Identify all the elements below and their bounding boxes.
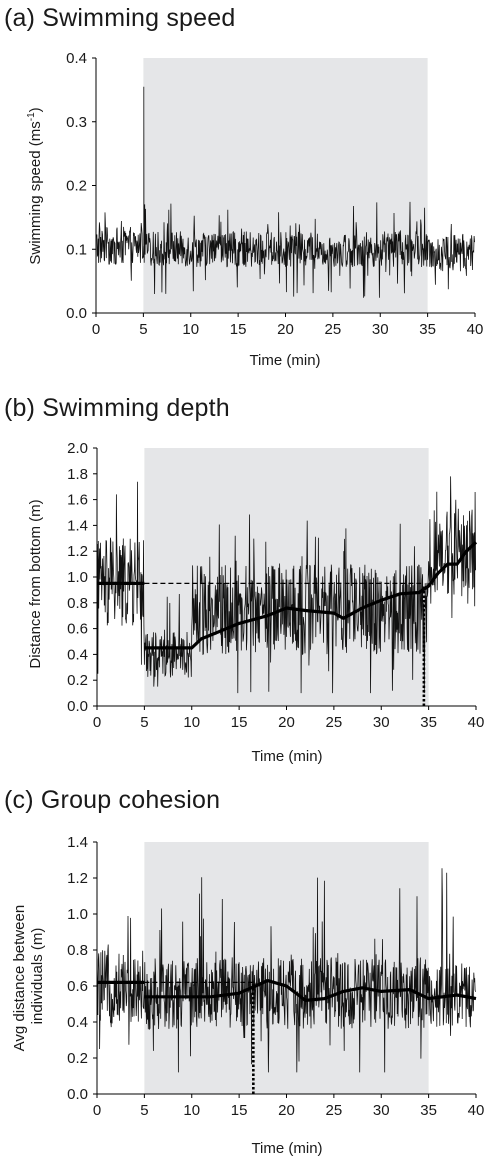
panel-title-b: (b) Swimming depth (4, 394, 230, 422)
x-tick-label-a: 5 (139, 321, 147, 338)
x-tick-label-b: 15 (231, 714, 248, 731)
x-tick-label-b: 30 (373, 714, 390, 731)
y-axis-title-a: Swimming speed (ms-1) (26, 107, 44, 264)
plot-area-b: 0 5 10 15 20 25 30 35 40 0.0 0.2 0.4 0.6 0.8 1.0 1.2 1.4… (67, 440, 484, 731)
series-noisy-a (95, 86, 475, 298)
x-axis-title-b: Time (min) (251, 748, 322, 765)
x-tick-label-a: 30 (372, 321, 389, 338)
plot-area-c: 0 5 10 15 20 25 30 35 40 0.0 0.2 0.4 0.6 0.8 1.0 1.2 1.4 (67, 834, 484, 1119)
y-tick-label-c: 1.0 (67, 906, 88, 923)
x-tick-label-c: 5 (140, 1102, 148, 1119)
x-tick-label-a: 20 (277, 321, 294, 338)
y-tick-label-a: 0.3 (66, 114, 87, 131)
panel-group-cohesion: (c) Group cohesion 0 5 10 15 20 25 30 35 40 0.0 0.… (0, 778, 497, 1160)
x-axis-title-c: Time (min) (251, 1140, 322, 1157)
x-tick-label-a: 0 (92, 321, 100, 338)
x-tick-label-a: 35 (419, 321, 436, 338)
x-tick-label-b: 40 (468, 714, 485, 731)
x-tick-label-b: 20 (278, 714, 295, 731)
y-axis-title-c: Avg distance between individuals (m) (11, 901, 46, 1052)
x-tick-label-a: 40 (467, 321, 484, 338)
series-noisy-b (96, 476, 476, 694)
y-axis-title-a-sup: -1 (26, 112, 37, 121)
shaded-region-a (143, 58, 428, 313)
y-axis-title-c-line1: Avg distance between (11, 905, 28, 1052)
x-tick-label-b: 10 (183, 714, 200, 731)
x-tick-label-c: 40 (468, 1102, 485, 1119)
x-tick-label-c: 20 (278, 1102, 295, 1119)
y-tick-label-a: 0.0 (66, 305, 87, 322)
panel-title-a: (a) Swimming speed (4, 4, 236, 32)
x-tick-label-c: 10 (183, 1102, 200, 1119)
y-tick-label-b: 1.2 (67, 543, 88, 560)
y-tick-label-b: 0.0 (67, 698, 88, 715)
y-tick-label-c: 0.4 (67, 1014, 88, 1031)
chart-b: 0 5 10 15 20 25 30 35 40 0.0 0.2 0.4 0.6 0.8 1.0 1.2 1.4… (27, 440, 484, 765)
y-tick-label-a: 0.2 (66, 178, 87, 195)
y-tick-label-b: 0.4 (67, 646, 88, 663)
y-tick-label-c: 0.6 (67, 978, 88, 995)
y-tick-label-a: 0.1 (66, 241, 87, 258)
y-tick-label-b: 2.0 (67, 440, 88, 457)
panel-title-c: (c) Group cohesion (4, 786, 221, 814)
y-tick-label-b: 0.6 (67, 621, 88, 638)
y-axis-title-a-main: Swimming speed (ms (27, 121, 44, 264)
x-axis-title-a: Time (min) (249, 352, 320, 369)
x-tick-label-b: 25 (326, 714, 343, 731)
plot-area-a: 0 5 10 15 20 25 30 35 40 0.0 0.1 0.2 0.3 0.4 (66, 50, 483, 338)
y-tick-label-b: 0.2 (67, 672, 88, 689)
x-tick-label-c: 30 (373, 1102, 390, 1119)
x-tick-label-b: 0 (93, 714, 101, 731)
series-smoothed-b-1 (144, 541, 478, 650)
y-axis-title-a-end: ) (27, 107, 44, 112)
x-tick-label-b: 35 (420, 714, 437, 731)
y-tick-label-c: 1.2 (67, 870, 88, 887)
panel-swimming-depth: (b) Swimming depth 0 5 10 15 20 25 30 35 40 0.0 0.… (0, 388, 497, 773)
x-tick-label-c: 15 (231, 1102, 248, 1119)
x-tick-label-c: 0 (93, 1102, 101, 1119)
y-tick-label-b: 0.8 (67, 595, 88, 612)
chart-a: 0 5 10 15 20 25 30 35 40 0.0 0.1 0.2 0.3 0.4 Time (mi… (26, 50, 483, 369)
y-tick-label-c: 1.4 (67, 834, 88, 851)
x-tick-label-c: 25 (326, 1102, 343, 1119)
y-tick-label-b: 1.4 (67, 517, 88, 534)
y-tick-label-c: 0.8 (67, 942, 88, 959)
series-smoothed-c-2 (144, 979, 477, 1002)
y-tick-label-c: 0.0 (67, 1086, 88, 1103)
chart-c: 0 5 10 15 20 25 30 35 40 0.0 0.2 0.4 0.6 0.8 1.0 1.2 1.4… (11, 834, 484, 1157)
x-tick-label-c: 35 (420, 1102, 437, 1119)
x-tick-label-a: 10 (182, 321, 199, 338)
panel-swimming-speed: (a) Swimming speed 0 5 10 15 20 25 30 35 40 0.0 0.… (0, 0, 497, 380)
y-axis-title-c-line2: individuals (m) (29, 928, 46, 1025)
x-tick-label-a: 25 (325, 321, 342, 338)
y-tick-label-b: 1.6 (67, 492, 88, 509)
x-tick-label-a: 15 (230, 321, 247, 338)
x-tick-label-b: 5 (140, 714, 148, 731)
y-axis-title-b: Distance from bottom (m) (27, 499, 44, 668)
y-tick-label-a: 0.4 (66, 50, 87, 67)
y-tick-label-b: 1.0 (67, 569, 88, 586)
y-tick-label-b: 1.8 (67, 466, 88, 483)
y-tick-label-c: 0.2 (67, 1050, 88, 1067)
